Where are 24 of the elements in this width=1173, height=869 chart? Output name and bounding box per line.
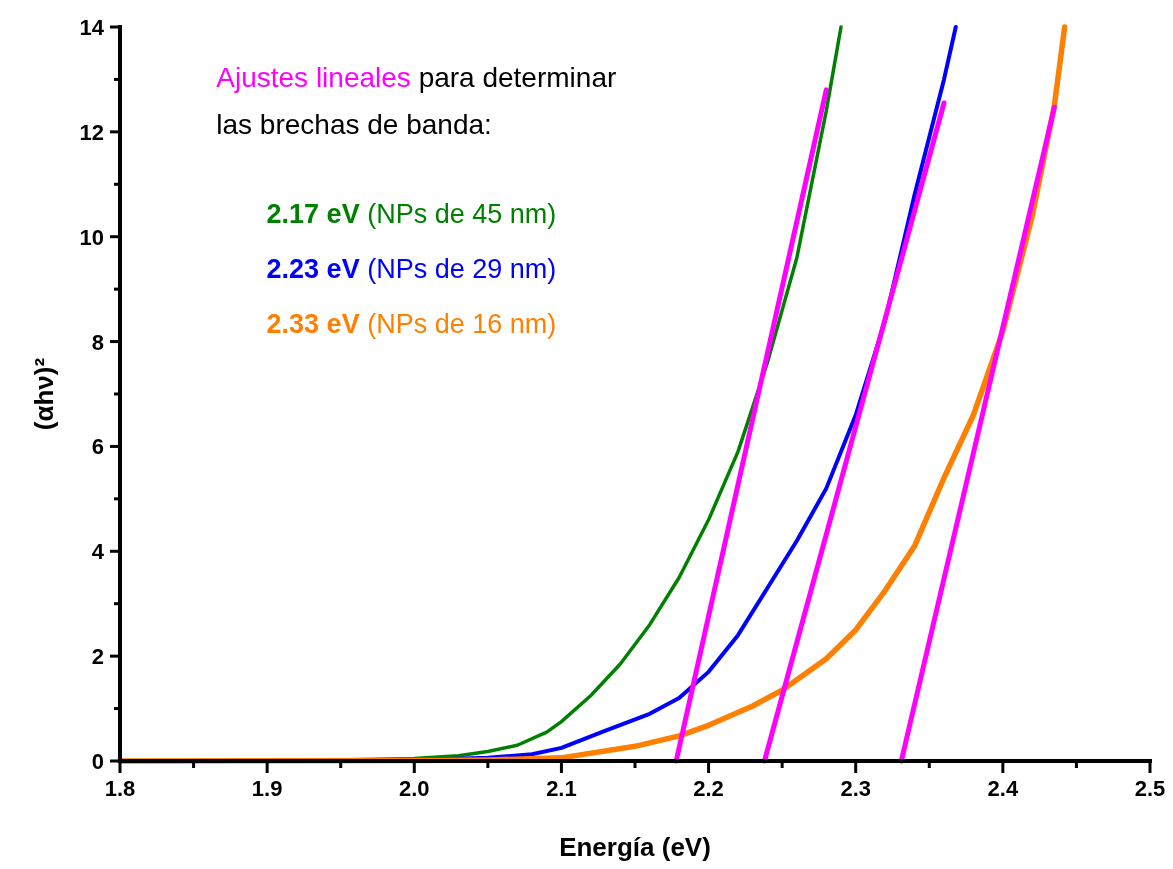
- x-tick-label: 2.5: [1134, 776, 1166, 801]
- text: 2.33 eV (NPs de 16 nm): [266, 309, 557, 339]
- annotation: Ajustes lineales: [216, 62, 411, 94]
- x-tick-label: 2.0: [398, 776, 430, 801]
- x-tick-label: 1.8: [104, 776, 136, 801]
- y-tick-label: 6: [91, 434, 104, 460]
- y-tick-label: 8: [91, 329, 104, 355]
- text: 2.23 eV (NPs de 29 nm): [266, 254, 557, 284]
- x-tick-label: 2.2: [693, 776, 724, 801]
- annotation: para determinar: [410, 62, 617, 94]
- x-tick-label: 2.3: [840, 776, 872, 801]
- x-tick-label: 1.9: [251, 776, 283, 801]
- annotation: las brechas de banda:: [216, 109, 492, 141]
- y-tick-label: 4: [91, 539, 105, 565]
- y-tick-label: 10: [79, 224, 104, 250]
- x-axis-title: Energía (eV): [559, 832, 711, 862]
- text: 2.17 eV (NPs de 45 nm): [266, 199, 557, 229]
- y-tick-label: 2: [91, 644, 104, 670]
- y-tick-label: 0: [91, 749, 104, 774]
- y-axis-title: (αhν)²: [29, 357, 59, 431]
- x-tick-label: 2.4: [987, 776, 1019, 801]
- y-tick-label: 12: [79, 119, 104, 145]
- x-tick-label: 2.1: [546, 776, 577, 801]
- y-tick-label: 14: [79, 15, 105, 40]
